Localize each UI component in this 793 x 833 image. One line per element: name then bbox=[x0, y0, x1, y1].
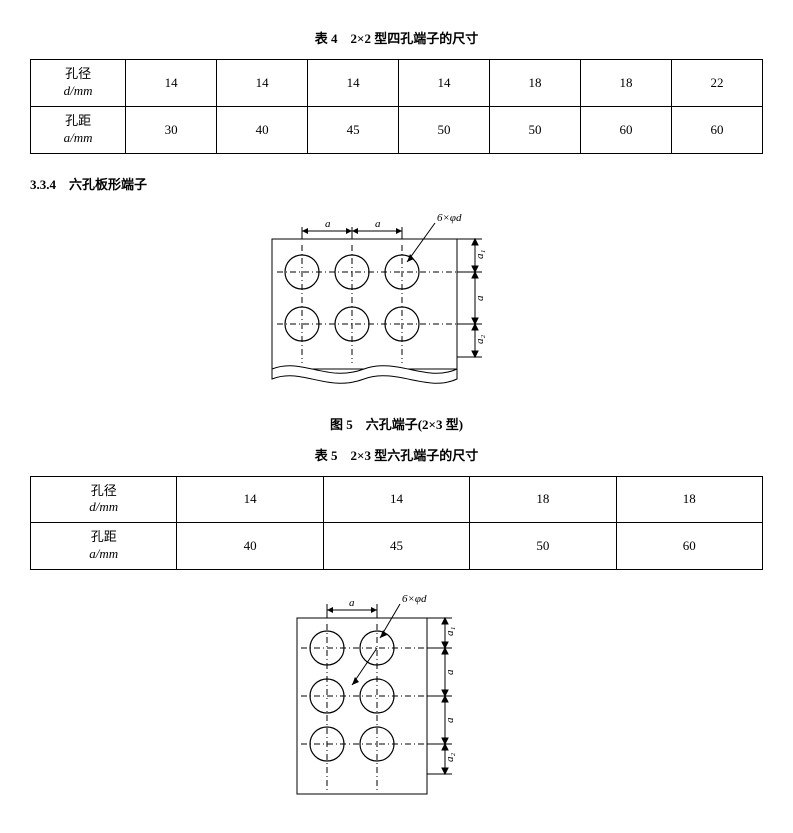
cell: 22 bbox=[671, 60, 762, 107]
dim-a1: a₁ bbox=[474, 249, 486, 259]
cell: 50 bbox=[399, 106, 490, 153]
dim-a: a bbox=[375, 218, 381, 230]
dim-a1: a₁ bbox=[444, 627, 456, 637]
dim-a2: a₂ bbox=[474, 334, 486, 344]
cell: 30 bbox=[126, 106, 217, 153]
dim-a: a bbox=[325, 218, 331, 230]
table4-row2-header: 孔距 a/mm bbox=[31, 106, 126, 153]
figure5-caption: 图 5 六孔端子(2×3 型) bbox=[30, 414, 763, 433]
table-row: 孔径 d/mm 14 14 18 18 bbox=[31, 476, 763, 523]
cell: 45 bbox=[323, 523, 469, 570]
table5-row2-header: 孔距 a/mm bbox=[31, 523, 177, 570]
table5: 孔径 d/mm 14 14 18 18 孔距 a/mm 40 45 50 60 bbox=[30, 476, 763, 571]
cell: 14 bbox=[308, 60, 399, 107]
cell: 18 bbox=[616, 476, 762, 523]
cell: 60 bbox=[671, 106, 762, 153]
section-334: 3.3.4 六孔板形端子 bbox=[30, 174, 763, 193]
dim-a: a bbox=[349, 597, 355, 609]
label-6phid: 6×φd bbox=[437, 212, 462, 224]
dim-a2: a₂ bbox=[444, 753, 456, 763]
table-row: 孔距 a/mm 30 40 45 50 50 60 60 bbox=[31, 106, 763, 153]
table4-title: 表 4 2×2 型四孔端子的尺寸 bbox=[30, 28, 763, 47]
figure6: a 6×φd a₁ a a a₂ bbox=[30, 590, 763, 800]
cell: 60 bbox=[616, 523, 762, 570]
cell: 50 bbox=[470, 523, 616, 570]
cell: 50 bbox=[490, 106, 581, 153]
cell: 18 bbox=[490, 60, 581, 107]
cell: 14 bbox=[177, 476, 323, 523]
dim-a: a bbox=[444, 669, 456, 675]
cell: 40 bbox=[217, 106, 308, 153]
cell: 14 bbox=[323, 476, 469, 523]
cell: 60 bbox=[581, 106, 672, 153]
cell: 40 bbox=[177, 523, 323, 570]
cell: 18 bbox=[581, 60, 672, 107]
table-row: 孔距 a/mm 40 45 50 60 bbox=[31, 523, 763, 570]
dim-a: a bbox=[444, 717, 456, 723]
table-row: 孔径 d/mm 14 14 14 14 18 18 22 bbox=[31, 60, 763, 107]
table4-row1-header: 孔径 d/mm bbox=[31, 60, 126, 107]
cell: 14 bbox=[399, 60, 490, 107]
label-6phid: 6×φd bbox=[402, 593, 427, 605]
cell: 18 bbox=[470, 476, 616, 523]
cell: 14 bbox=[217, 60, 308, 107]
table5-row1-header: 孔径 d/mm bbox=[31, 476, 177, 523]
dim-a: a bbox=[474, 295, 486, 301]
cell: 45 bbox=[308, 106, 399, 153]
table5-title: 表 5 2×3 型六孔端子的尺寸 bbox=[30, 445, 763, 464]
cell: 14 bbox=[126, 60, 217, 107]
table4: 孔径 d/mm 14 14 14 14 18 18 22 孔距 a/mm 30 … bbox=[30, 59, 763, 154]
figure5: a a 6×φd a₁ a a₂ bbox=[30, 207, 763, 402]
